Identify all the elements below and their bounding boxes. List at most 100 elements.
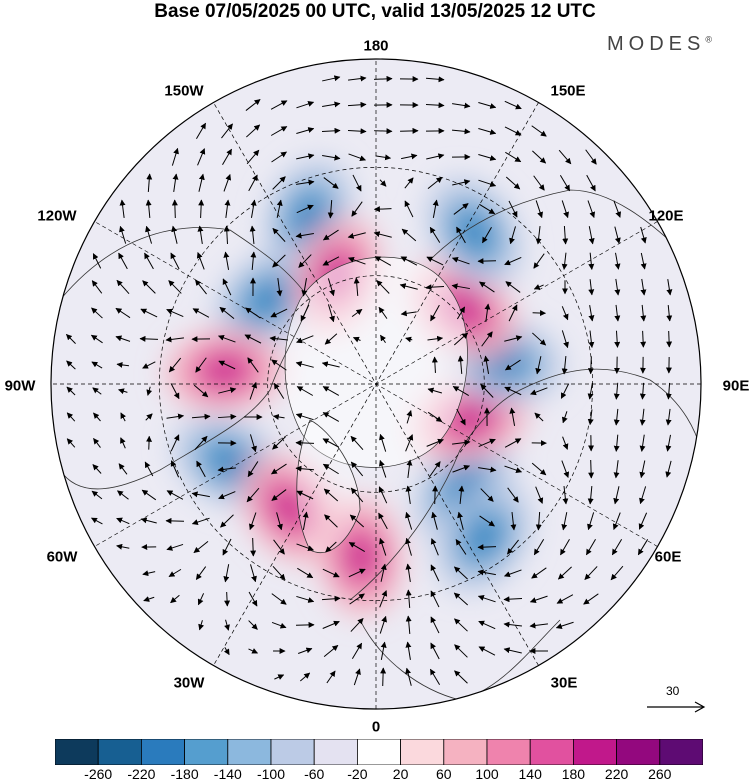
wind-vector-arrow [457,511,464,530]
wind-vector-arrow [224,199,231,218]
wind-vector-arrow [406,459,413,478]
wind-vector-arrow [221,123,233,139]
wind-vector-arrow [197,148,206,166]
wind-vector-arrow [478,620,496,630]
wind-vector-arrow [508,304,518,322]
wind-vector-arrow [587,512,595,531]
longitude-label-120w: 120W [37,207,77,225]
wind-vector-arrow [478,438,496,448]
wind-vector-arrow [347,101,367,108]
wind-vector-arrow [273,382,285,399]
wind-vector-arrow [244,334,262,344]
wind-vector-arrow [248,174,258,192]
wind-vector-arrow [249,434,257,453]
wind-vector-arrow [220,514,234,528]
wind-vector-arrow [479,281,495,293]
wind-vector-arrow [322,154,341,161]
wind-vector-arrow [323,177,339,189]
wind-vector-arrow [614,304,621,322]
wind-vector-arrow [588,279,595,296]
wind-vector-arrow [613,408,620,426]
wind-vector-arrow [170,460,180,478]
wind-vector-arrow [562,436,569,450]
wind-vector-arrow [352,336,361,343]
longitude-label-90w: 90W [4,377,36,395]
wind-vector-arrow [246,149,260,165]
wind-vector-arrow [116,279,130,295]
wind-vector-arrow [560,383,570,399]
wind-vector-arrow [272,565,286,581]
wind-vector-arrow [374,256,392,266]
wind-vector-arrow [248,512,257,531]
wind-vector-arrow [555,621,574,629]
wind-vector-arrow [349,593,365,605]
colorbar-swatch [616,739,661,765]
wind-vector-arrow [400,310,417,317]
wind-vector-arrow [586,174,596,192]
wind-vector-arrow [166,490,184,500]
wind-vector-arrow [531,462,547,476]
wind-vector-arrow [296,204,314,214]
wind-vector-arrow [452,179,471,186]
wind-vector-arrow [503,596,523,603]
wind-vector-arrow [295,439,315,446]
colorbar-tick-label: 100 [475,766,499,782]
wind-vector-arrow [171,225,178,244]
wind-vector-arrow [353,277,360,297]
wind-vector-arrow [195,357,207,373]
wind-vector-arrow [272,176,286,190]
wind-vector-arrow [140,517,157,524]
wind-vector-arrow [503,647,522,654]
wind-vector-arrow [250,564,257,583]
wind-vector-arrow [454,670,468,684]
colorbar-tick-label: -100 [256,766,286,782]
wind-vector-arrow [400,127,419,134]
wind-vector-arrow [118,252,128,270]
wind-vector-arrow [145,199,152,219]
wind-vector-arrow [531,125,547,137]
wind-vector-arrow [223,173,232,192]
wind-vector-arrow [429,461,441,477]
wind-vector-arrow [93,438,101,448]
colorbar-tick-label: -180 [170,766,199,782]
wind-vector-arrow [322,75,341,82]
colorbar-tick-label: 60 [436,766,452,782]
wind-vector-arrow [217,334,236,343]
wind-vector-arrow [119,199,126,218]
wind-vector-arrow [327,199,334,219]
wind-vector-arrow [477,258,497,265]
wind-vector-arrow [297,567,314,579]
colorbar-tick-label: -260 [84,766,113,782]
longitude-label-60w: 60W [46,548,78,566]
wind-vector-arrow [379,615,387,634]
wind-vector-arrow [429,668,441,685]
wind-vector-arrow [405,667,412,686]
wind-vector-arrow [613,434,620,452]
wind-vector-arrow [613,460,620,479]
anomaly-pos-europe [318,496,404,617]
wind-vector-arrow [378,306,388,319]
wind-vector-arrow [504,465,523,474]
wind-vector-arrow [271,621,287,629]
wind-vector-arrow [505,176,521,190]
wind-vector-arrow [196,122,206,140]
wind-vector-arrow [91,307,103,319]
wind-vector-arrow [559,175,571,192]
wind-vector-arrow [556,594,574,604]
wind-vector-arrow [222,278,232,296]
wind-vector-arrow [480,384,494,398]
wind-vector-arrow [347,128,367,135]
wind-vector-arrow [191,491,210,498]
wind-vector-arrow [90,334,103,344]
wind-vector-arrow [451,128,471,135]
map-title: Base 07/05/2025 00 UTC, valid 13/05/2025… [154,1,596,22]
wind-vector-arrow [587,200,596,219]
wind-vector-arrow [271,593,287,605]
wind-vector-arrow [482,226,492,244]
wind-vector-arrow [246,124,261,138]
wind-vector-arrow [584,566,598,580]
wind-vector-arrow [352,174,362,192]
wind-vector-arrow [198,620,204,631]
longitude-label-120e: 120E [648,207,684,225]
wind-vector-arrow [116,490,129,500]
